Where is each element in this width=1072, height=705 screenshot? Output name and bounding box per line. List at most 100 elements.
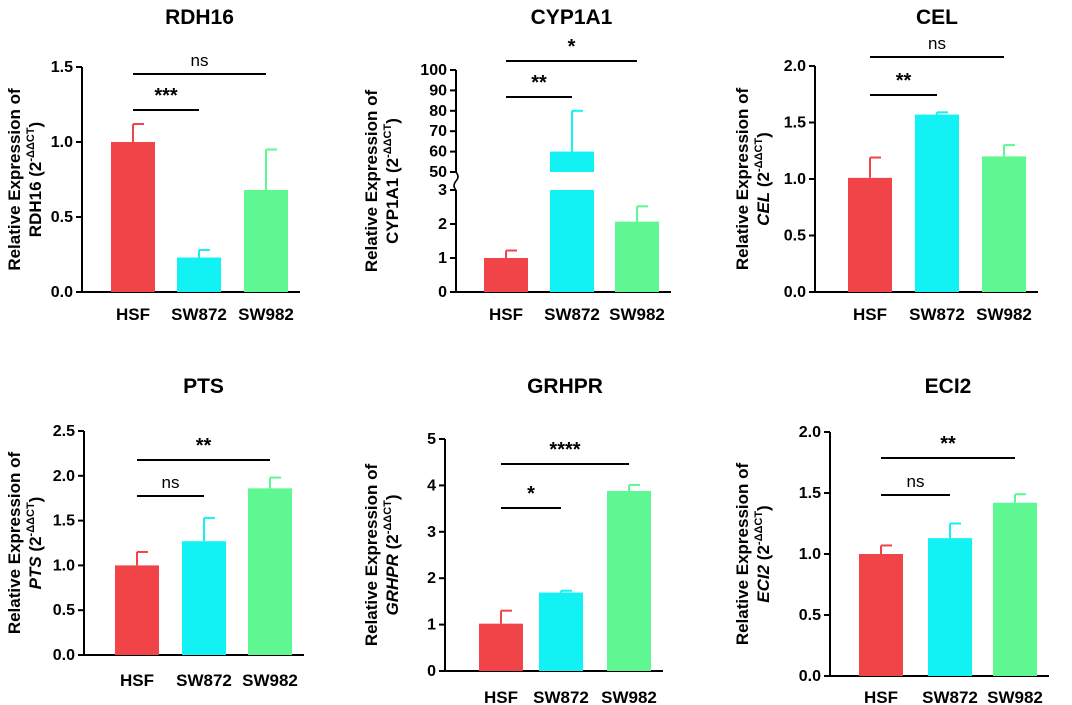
x-category-label: SW872 xyxy=(176,671,232,690)
significance-label: ns xyxy=(907,472,925,491)
x-category-label: HSF xyxy=(116,305,150,324)
chart-panel-pts: PTS Relative Expression of PTS (2-ΔΔCT) 0.0… xyxy=(0,353,357,705)
axis-break-mark xyxy=(453,171,459,191)
y-axis-label-suffix: (2 xyxy=(754,545,773,565)
significance-label: ** xyxy=(940,433,956,455)
y-axis-label-exponent: -ΔΔCT xyxy=(25,502,37,536)
bar-sw872 xyxy=(915,114,959,292)
x-category-label: HSF xyxy=(489,305,523,324)
y-tick-label: 0 xyxy=(438,284,447,301)
chart-panel-cel: CEL Relative Expression of CEL (2-ΔΔCT) 0.0… xyxy=(714,0,1071,352)
x-category-label: HSF xyxy=(120,671,154,690)
y-tick-label: 1.0 xyxy=(51,134,73,151)
y-axis-label-gene: GRHPR xyxy=(383,553,402,615)
x-category-label: SW872 xyxy=(533,688,589,705)
x-category-label: HSF xyxy=(853,305,887,324)
y-axis-label: Relative Expression of ECI2 (2-ΔΔCT) xyxy=(733,462,773,645)
y-tick-label: 4 xyxy=(427,477,436,494)
y-tick-label: 2.0 xyxy=(784,58,806,75)
y-tick-label: 2.0 xyxy=(53,468,75,485)
bar-sw872 xyxy=(177,257,221,292)
bar-hsf xyxy=(859,554,903,676)
y-axis-label-line2: CEL (2-ΔΔCT) xyxy=(753,132,773,226)
y-tick-label: 1.5 xyxy=(51,59,73,76)
y-axis-label: Relative Expression of GRHPR (2-ΔΔCT) xyxy=(362,463,402,646)
y-tick-label: 1.0 xyxy=(53,557,75,574)
y-tick-label: 1.5 xyxy=(784,115,806,132)
bar-sw982 xyxy=(607,490,651,671)
y-axis-label-gene: CYP1A1 xyxy=(383,178,402,244)
y-axis-label: Relative Expression of PTS (2-ΔΔCT) xyxy=(5,451,45,634)
x-category-label: HSF xyxy=(864,688,898,705)
chart-title: CYP1A1 xyxy=(531,6,613,29)
chart-panel-eci2: ECI2 Relative Expression of ECI2 (2-ΔΔCT) 0… xyxy=(714,353,1071,705)
y-tick-label: 1.0 xyxy=(799,546,821,563)
x-category-label: SW982 xyxy=(976,305,1032,324)
y-axis-label: Relative Expression of CEL (2-ΔΔCT) xyxy=(733,87,773,270)
x-category-label: SW872 xyxy=(922,688,978,705)
y-tick-label: 3 xyxy=(427,524,436,541)
significance-label: *** xyxy=(154,85,178,107)
y-tick-label: 1.5 xyxy=(53,513,75,530)
x-category-label: SW982 xyxy=(987,688,1043,705)
y-tick-label: 1.5 xyxy=(799,485,821,502)
y-tick-label: 3 xyxy=(438,182,447,199)
y-tick-label: 1 xyxy=(438,250,447,267)
y-axis-label-close: ) xyxy=(754,505,773,511)
chart-panel-grhpr: GRHPR Relative Expression of GRHPR (2-ΔΔCT… xyxy=(357,353,714,705)
significance-label: * xyxy=(527,483,535,505)
y-axis-label-line2: PTS (2-ΔΔCT) xyxy=(25,497,45,590)
y-tick-label: 0.5 xyxy=(53,602,75,619)
y-tick-label: 5 xyxy=(427,431,436,448)
bar-sw872 xyxy=(539,592,583,671)
y-tick-label: 0 xyxy=(427,663,436,680)
y-axis-label-suffix: (2 xyxy=(383,158,402,178)
y-axis-label-line1: Relative Expression of xyxy=(362,89,381,272)
y-axis-label-line1: Relative Expression of xyxy=(362,463,381,646)
x-category-label: SW872 xyxy=(171,305,227,324)
y-axis-label-line1: Relative Expression of xyxy=(733,462,752,645)
y-tick-label: 0.5 xyxy=(51,209,73,226)
chart-title: ECI2 xyxy=(925,375,972,398)
y-axis-label-suffix: (2 xyxy=(383,534,402,554)
bar-sw872 xyxy=(182,541,226,655)
chart-title: RDH16 xyxy=(165,6,234,29)
y-tick-label: 0.0 xyxy=(51,284,73,301)
y-tick-label: 1.0 xyxy=(784,171,806,188)
bar-sw982 xyxy=(248,488,292,655)
y-axis-label-exponent: -ΔΔCT xyxy=(753,138,765,172)
y-tick-label: 2.0 xyxy=(799,424,821,441)
x-category-label: SW982 xyxy=(242,671,298,690)
y-axis-label: Relative Expression of CYP1A1 (2-ΔΔCT) xyxy=(362,89,402,272)
chart-panel-cyp1a1: CYP1A1 Relative Expression of CYP1A1 (2-ΔΔ… xyxy=(357,0,714,352)
bar-hsf xyxy=(115,565,159,655)
significance-label: ** xyxy=(531,72,547,94)
x-category-label: SW872 xyxy=(544,305,600,324)
y-tick-label: 0.5 xyxy=(784,228,806,245)
y-axis-label-line1: Relative Expression of xyxy=(5,451,24,634)
x-category-label: SW982 xyxy=(238,305,294,324)
bar-sw872-lower xyxy=(550,190,594,292)
chart-title: CEL xyxy=(916,6,958,29)
y-axis-label-close: ) xyxy=(26,497,45,503)
significance-label: * xyxy=(568,36,576,58)
y-axis-label-close: ) xyxy=(383,494,402,500)
significance-label: ns xyxy=(928,34,946,53)
y-tick-label: 80 xyxy=(429,103,447,120)
y-axis-label-gene: RDH16 xyxy=(26,181,45,237)
y-tick-label: 70 xyxy=(429,123,447,140)
chart-title: PTS xyxy=(183,375,224,398)
significance-label: ** xyxy=(896,70,912,92)
bar-hsf xyxy=(484,258,528,292)
bar-sw872 xyxy=(928,538,972,676)
y-axis-label-close: ) xyxy=(26,122,45,128)
significance-label: ns xyxy=(162,473,180,492)
y-axis-label-exponent: -ΔΔCT xyxy=(382,500,394,534)
y-tick-label: 0.0 xyxy=(53,647,75,664)
y-tick-label: 1 xyxy=(427,617,436,634)
y-axis-label-line2: CYP1A1 (2-ΔΔCT) xyxy=(382,118,402,244)
y-axis-label-close: ) xyxy=(383,118,402,124)
bar-sw982 xyxy=(993,502,1037,676)
